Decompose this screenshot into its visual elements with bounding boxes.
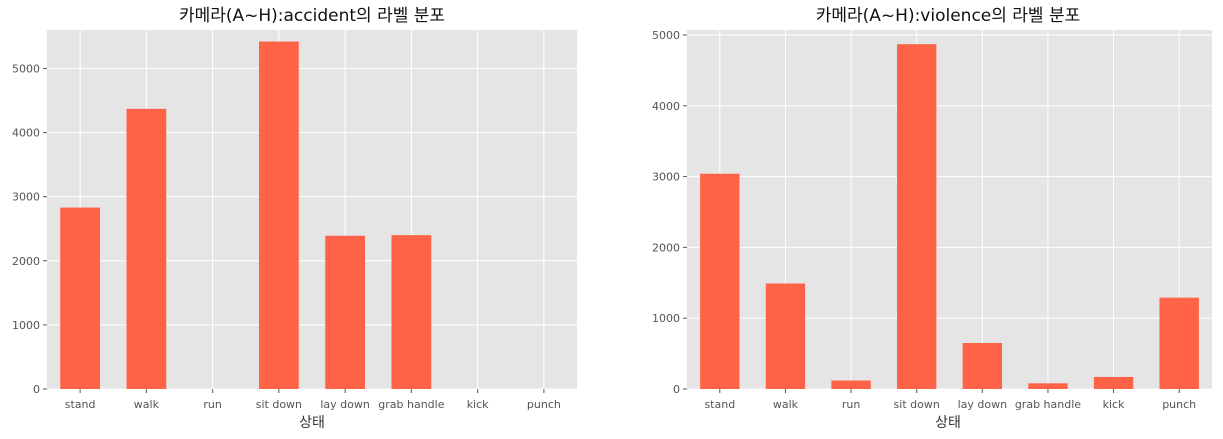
- y-tick-label: 3000: [652, 171, 680, 184]
- bar-sit-down: [897, 44, 937, 389]
- x-tick-label: sit down: [256, 398, 302, 411]
- x-tick-label: lay down: [958, 398, 1008, 411]
- y-tick-label: 0: [33, 383, 40, 396]
- bar-walk: [126, 108, 167, 390]
- chart-panel-accident: 0 1000 2000 3000 4000 5000 stand walk run sit dow…: [12, 6, 577, 431]
- bar-stand: [60, 207, 100, 389]
- x-tick-label: punch: [527, 398, 561, 411]
- bar-grab-handle: [391, 235, 432, 389]
- x-tick-label: grab handle: [378, 398, 444, 411]
- x-tick-label: lay down: [320, 398, 370, 411]
- chart-title: 카메라(A~H):accident의 라벨 분포: [179, 6, 445, 26]
- y-tick-label: 2000: [652, 241, 680, 254]
- bar-punch: [1159, 297, 1199, 389]
- x-tick-label: sit down: [894, 398, 940, 411]
- bar-walk: [765, 283, 806, 389]
- x-tick-label: punch: [1162, 398, 1196, 411]
- x-tick-label: stand: [65, 398, 96, 411]
- y-tick-label: 5000: [12, 62, 40, 75]
- y-tick-label: 2000: [12, 255, 40, 268]
- bar-lay-down: [325, 235, 365, 389]
- y-tick-label: 1000: [12, 319, 40, 332]
- x-axis-label: 상태: [299, 415, 325, 431]
- y-tick-label: 5000: [652, 29, 680, 42]
- x-tick-label: walk: [134, 398, 160, 411]
- x-tick-label: walk: [773, 398, 799, 411]
- chart-panel-violence: 0 1000 2000 3000 4000 5000 stand walk run sit dow…: [612, 0, 1223, 439]
- bar-lay-down: [962, 342, 1002, 389]
- x-tick-label: grab handle: [1015, 398, 1081, 411]
- bar-run: [831, 380, 871, 389]
- y-tick-label: 1000: [652, 312, 680, 325]
- x-tick-label: run: [203, 398, 221, 411]
- bar-sit-down: [259, 41, 299, 390]
- y-tick-label: 0: [673, 383, 680, 396]
- x-axis-label: 상태: [935, 415, 961, 431]
- y-tick-label: 4000: [12, 127, 40, 140]
- bar-grab-handle: [1028, 383, 1068, 389]
- chart-violence: 0 1000 2000 3000 4000 5000 stand walk run sit dow…: [652, 6, 1212, 431]
- bar-stand: [700, 173, 740, 389]
- chart-title: 카메라(A~H):violence의 라벨 분포: [816, 6, 1081, 26]
- x-tick-label: kick: [467, 398, 489, 411]
- y-tick-label: 4000: [652, 100, 680, 113]
- chart-accident: 0 1000 2000 3000 4000 5000 stand walk run sit dow…: [12, 6, 577, 431]
- x-tick-label: stand: [704, 398, 735, 411]
- x-tick-label: kick: [1103, 398, 1125, 411]
- x-tick-label: run: [842, 398, 860, 411]
- bar-kick: [1093, 376, 1134, 389]
- y-tick-label: 3000: [12, 191, 40, 204]
